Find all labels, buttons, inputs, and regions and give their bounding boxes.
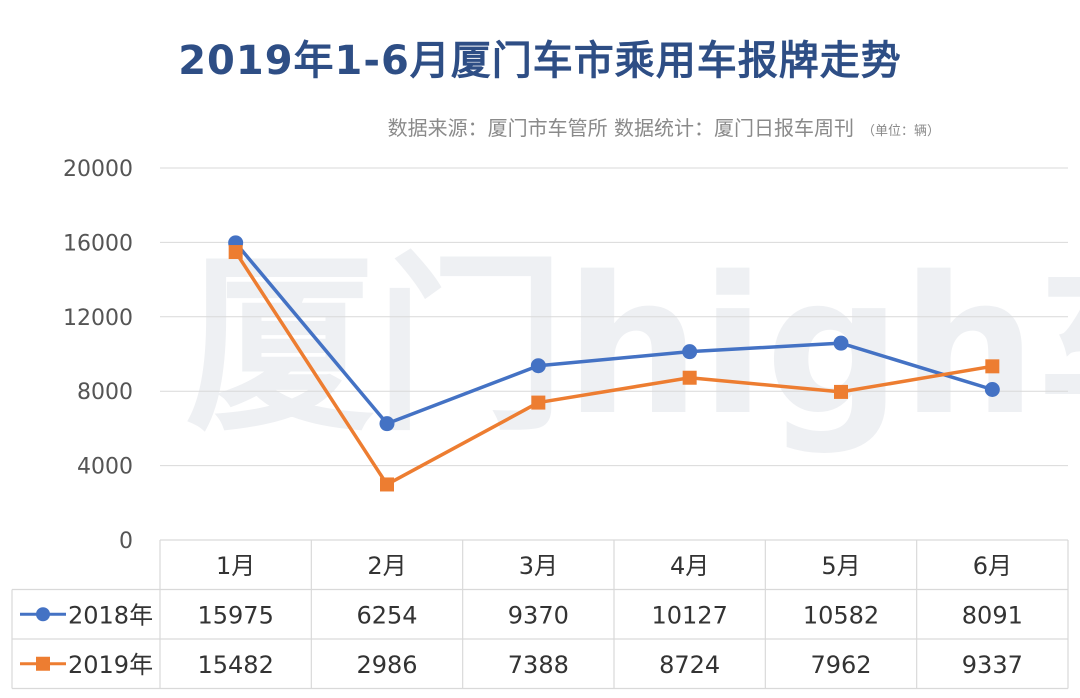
- series-line-0: [234, 241, 993, 426]
- category-label: 1月: [216, 552, 255, 580]
- source-note: 数据来源：厦门市车管所 数据统计：厦门日报车周刊: [387, 116, 854, 140]
- legend-marker-circle: [36, 607, 50, 622]
- category-label: 2月: [367, 552, 406, 580]
- category-label: 3月: [519, 552, 558, 580]
- data-value: 2986: [356, 651, 417, 679]
- point-2019: [834, 384, 848, 399]
- series-name: 2018年: [68, 601, 153, 629]
- point-2019: [985, 359, 1000, 374]
- chart-subtitle: 数据来源：厦门市车管所 数据统计：厦门日报车周刊 （单位：辆）: [0, 112, 940, 141]
- watermark-text: 厦门high车: [185, 236, 1080, 457]
- data-value: 15975: [197, 601, 273, 629]
- y-tick-label: 4000: [77, 455, 133, 480]
- y-tick-label: 20000: [63, 157, 133, 182]
- series-name: 2019年: [68, 651, 153, 679]
- y-tick-label: 12000: [63, 306, 133, 331]
- data-value: 10127: [651, 601, 727, 629]
- point-2018: [530, 358, 546, 374]
- point-2018: [984, 382, 1000, 398]
- category-label: 4月: [670, 552, 709, 580]
- data-value: 8724: [659, 651, 720, 679]
- point-2019: [228, 245, 243, 260]
- chart-title: 2019年1-6月厦门车市乘用车报牌走势: [178, 38, 902, 84]
- point-2019: [531, 395, 546, 410]
- data-value: 6254: [356, 601, 417, 629]
- data-value: 15482: [197, 651, 273, 679]
- data-value: 7388: [508, 651, 569, 679]
- legend-marker-square: [36, 656, 50, 671]
- series-line-1: [234, 251, 993, 487]
- point-2019: [380, 477, 394, 492]
- point-2019: [682, 370, 697, 385]
- point-2018: [682, 344, 698, 360]
- data-value: 9337: [962, 651, 1023, 679]
- category-label: 6月: [973, 552, 1012, 580]
- y-tick-label: 8000: [77, 380, 133, 405]
- data-value: 8091: [962, 601, 1023, 629]
- data-value: 7962: [810, 651, 871, 679]
- point-2018: [379, 416, 395, 432]
- data-value: 10582: [803, 601, 879, 629]
- y-tick-label: 0: [119, 529, 133, 554]
- point-2018: [833, 335, 849, 351]
- category-label: 5月: [821, 552, 860, 580]
- y-tick-label: 16000: [63, 231, 133, 256]
- data-value: 9370: [508, 601, 569, 629]
- unit-note: （单位：辆）: [861, 124, 940, 139]
